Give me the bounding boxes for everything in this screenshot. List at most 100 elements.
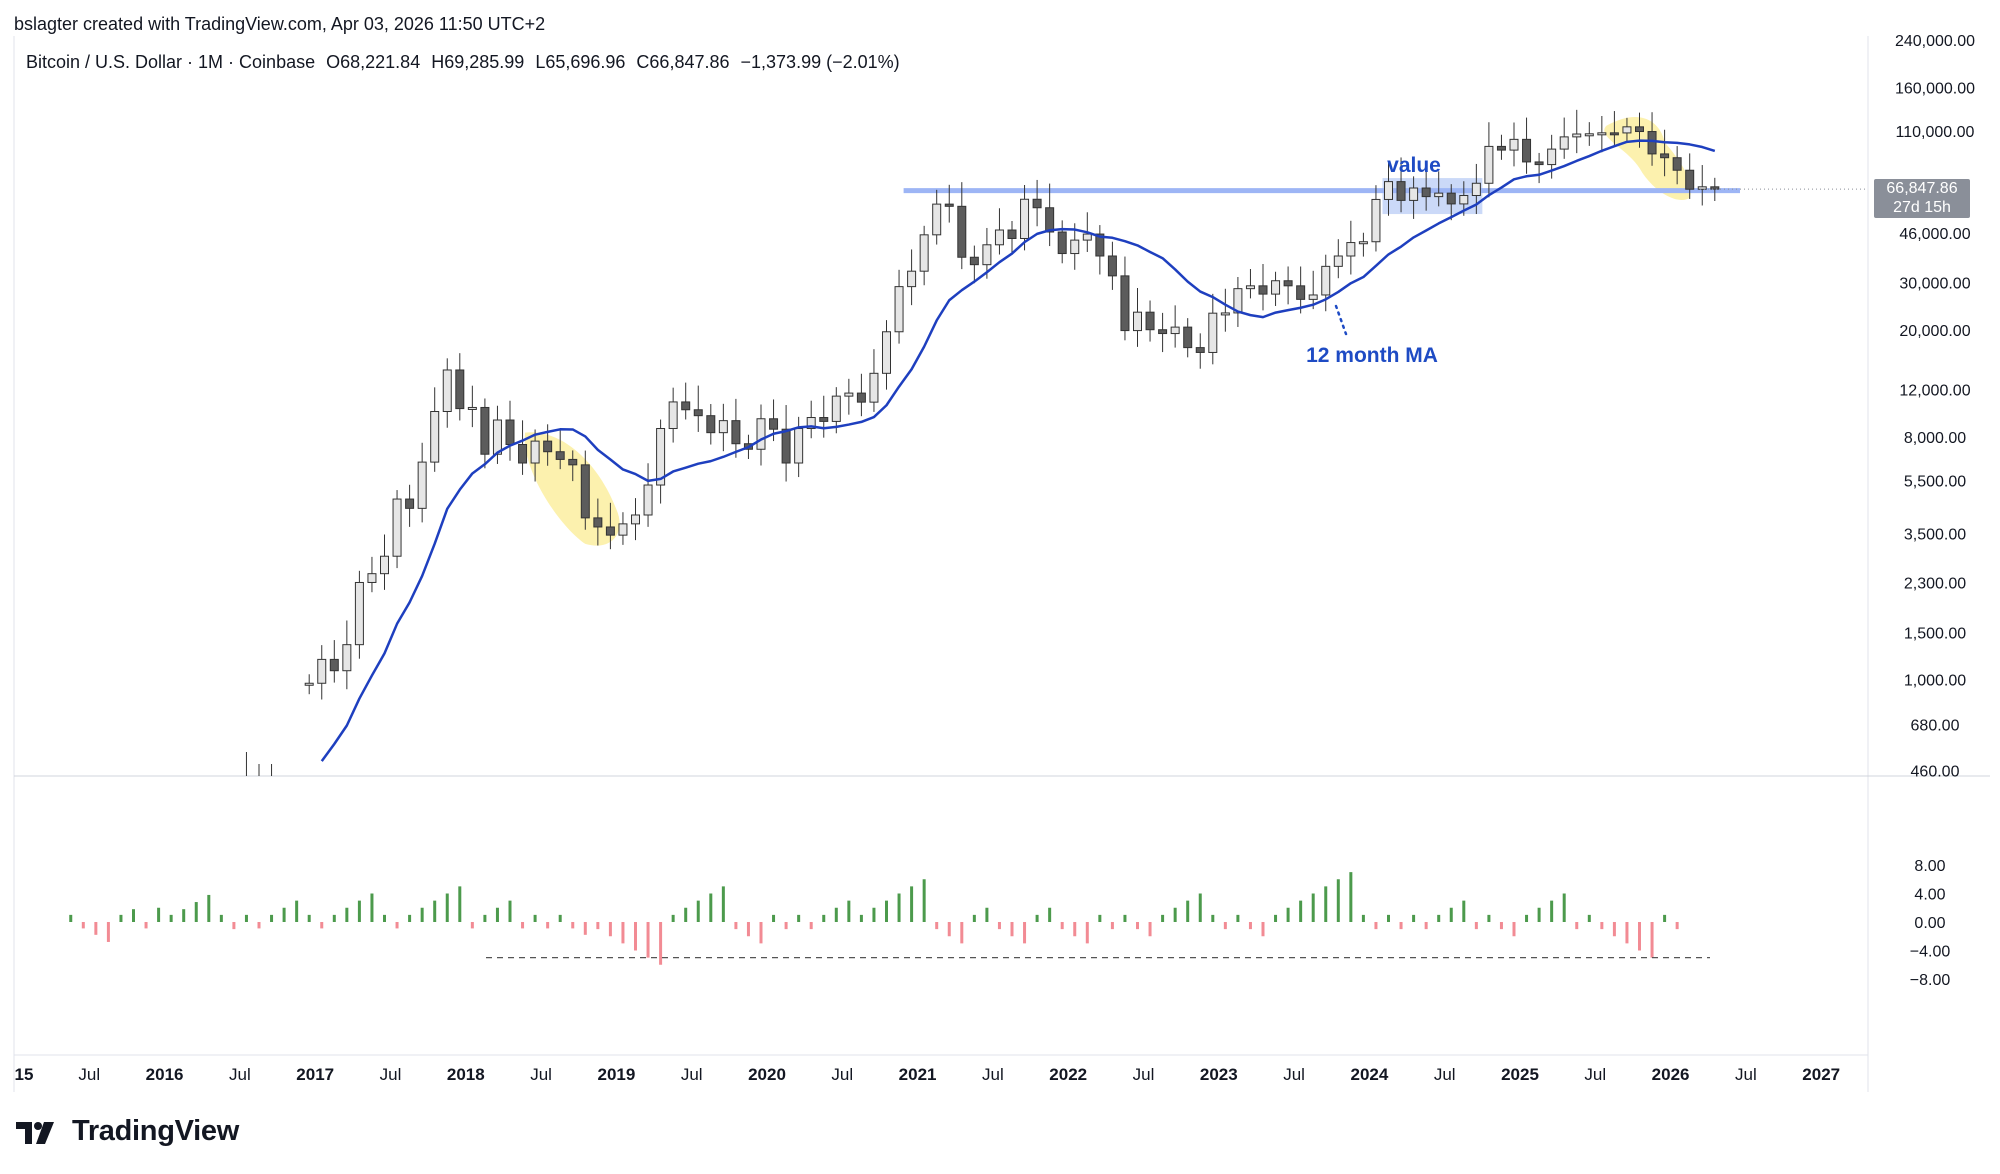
candle-body <box>1308 294 1318 300</box>
histogram-bar <box>370 893 374 922</box>
histogram-axis-label: 8.00 <box>1914 858 1945 875</box>
candle-body <box>1697 186 1707 190</box>
candle-body <box>969 256 979 266</box>
candle-body <box>656 428 666 486</box>
candle-body <box>1647 131 1657 155</box>
histogram-bar <box>922 879 926 922</box>
last-price-value: 66,847.86 <box>1886 180 1958 197</box>
histogram-bar <box>1387 914 1390 922</box>
histogram-axis-label: 4.00 <box>1914 887 1945 904</box>
histogram-bar <box>1324 886 1328 922</box>
histogram-bar <box>194 902 198 922</box>
histogram-bar <box>621 922 625 944</box>
bar-countdown: 27d 15h <box>1893 199 1951 216</box>
candle-body <box>1208 312 1218 353</box>
price-axis-label: 8,000.00 <box>1904 430 1966 447</box>
candle-body <box>1622 126 1632 134</box>
candle-body <box>593 517 603 528</box>
histogram-bar <box>897 893 901 922</box>
histogram-series <box>69 872 1710 965</box>
candle-body <box>580 464 590 519</box>
candle-body <box>1371 198 1381 243</box>
candle-body <box>1522 138 1532 163</box>
candle-body <box>994 229 1004 246</box>
ohlc-close: C66,847.86 <box>636 52 730 72</box>
time-axis-label: 2021 <box>899 1065 937 1084</box>
histogram-bar <box>746 922 750 937</box>
histogram-bar <box>1537 907 1541 922</box>
candle-body <box>957 205 967 258</box>
symbol-legend[interactable]: Bitcoin / U.S. Dollar · 1M · Coinbase O6… <box>26 52 906 73</box>
candle-body <box>1710 186 1720 190</box>
histogram-bar <box>69 914 73 922</box>
price-axis-label: 240,000.00 <box>1895 33 1975 50</box>
ma-12-series <box>320 139 1716 762</box>
histogram-bar <box>1437 914 1441 922</box>
time-axis-label: 2017 <box>296 1065 334 1084</box>
histogram-bar <box>81 922 85 929</box>
histogram-bar <box>1650 922 1654 958</box>
time-axis-label: 2027 <box>1802 1065 1840 1084</box>
histogram-axis-label: −8.00 <box>1910 972 1951 989</box>
histogram-bar <box>1625 922 1629 944</box>
histogram-bar <box>1223 922 1227 930</box>
candle-body <box>1170 326 1180 335</box>
candle-body <box>1095 233 1105 257</box>
histogram-bar <box>772 914 776 922</box>
histogram-bar <box>1449 907 1453 922</box>
candle-body <box>1547 148 1557 166</box>
histogram-bar <box>1412 914 1416 922</box>
histogram-bar <box>885 900 888 922</box>
histogram-bar <box>1161 914 1165 922</box>
candle-body <box>1107 255 1117 277</box>
histogram-bar <box>1010 922 1014 937</box>
histogram-bar <box>1525 914 1529 922</box>
candle-body <box>467 406 477 410</box>
candle-body <box>819 417 829 422</box>
histogram-bar <box>847 900 851 922</box>
histogram-bar <box>659 922 663 965</box>
histogram-bar <box>859 914 863 922</box>
ma-12-line <box>320 139 1716 762</box>
histogram-bar <box>1035 914 1039 922</box>
time-axis-label: 2016 <box>146 1065 184 1084</box>
histogram-bar <box>420 907 424 922</box>
candle-body <box>1245 285 1255 290</box>
candle-body <box>555 451 565 460</box>
candle-body <box>1233 288 1243 314</box>
candle-body <box>1584 133 1594 137</box>
candle-body <box>317 658 327 684</box>
time-axis-label: 2020 <box>748 1065 786 1084</box>
candle-body <box>1358 241 1368 245</box>
histogram-bar <box>1311 893 1315 922</box>
histogram-bar <box>1073 922 1077 937</box>
candle-body <box>844 392 854 397</box>
histogram-bar <box>797 914 801 922</box>
histogram-bar <box>947 922 951 937</box>
candle-body <box>1183 326 1193 349</box>
histogram-bar <box>972 914 976 922</box>
histogram-bar <box>345 907 349 922</box>
candle-body <box>1396 181 1406 201</box>
histogram-bar <box>1336 879 1340 922</box>
time-axis-label: 2026 <box>1652 1065 1690 1084</box>
histogram-bar <box>1374 922 1378 930</box>
histogram-bar <box>458 886 462 922</box>
time-axis-label: Jul <box>982 1065 1004 1084</box>
tradingview-logo[interactable]: TradingView <box>16 1115 239 1148</box>
histogram-bar <box>583 922 587 935</box>
histogram-bar <box>508 900 512 922</box>
candle-body <box>706 415 716 434</box>
time-axis-label: Jul <box>78 1065 100 1084</box>
time-axis-label: 2019 <box>597 1065 635 1084</box>
time-axis-label: Jul <box>1434 1065 1456 1084</box>
histogram-bar <box>1424 922 1428 930</box>
histogram-bar <box>1023 922 1027 944</box>
histogram-bar <box>1663 914 1667 922</box>
candle-body <box>1120 275 1130 332</box>
histogram-bar <box>935 922 939 930</box>
time-axis-label: Jul <box>1133 1065 1155 1084</box>
candle-body <box>417 461 427 509</box>
candle-body <box>543 440 553 453</box>
